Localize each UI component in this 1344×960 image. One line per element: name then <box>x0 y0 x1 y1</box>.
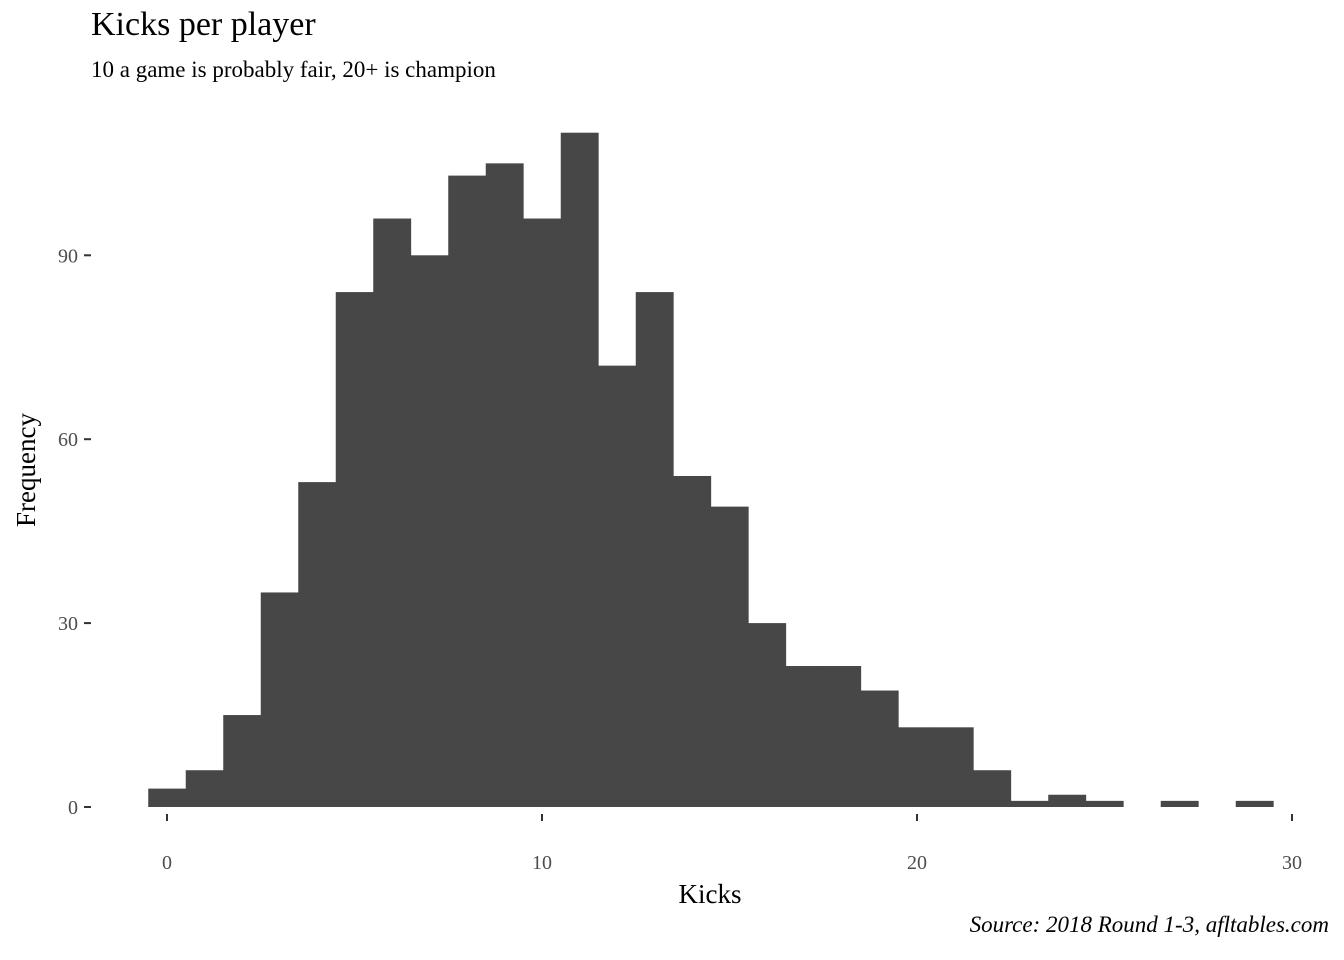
histogram-bar-23 <box>1010 800 1049 807</box>
histogram-bar-18 <box>823 666 862 807</box>
y-tick-label: 0 <box>68 797 78 819</box>
y-tick-label: 60 <box>58 429 78 451</box>
x-tick-label: 0 <box>162 852 172 874</box>
histogram-bar-17 <box>785 666 824 807</box>
histogram-bar-27 <box>1160 800 1199 807</box>
y-axis-title: Frequency <box>11 413 41 527</box>
histogram-bar-13 <box>635 292 674 808</box>
chart-caption: Source: 2018 Round 1-3, afltables.com <box>969 912 1329 937</box>
histogram-bar-7 <box>410 255 449 808</box>
x-tick-label: 30 <box>1282 852 1302 874</box>
histogram-bar-15 <box>710 506 749 807</box>
histogram-bar-3 <box>260 592 299 807</box>
histogram-bars <box>148 132 1274 808</box>
histogram-bar-25 <box>1085 800 1124 807</box>
histogram-bar-16 <box>748 623 787 807</box>
histogram-bar-1 <box>185 770 224 807</box>
y-tick-label: 30 <box>58 613 78 635</box>
x-tick-label: 10 <box>532 852 552 874</box>
histogram-bar-21 <box>935 727 974 807</box>
x-tick-label: 20 <box>907 852 927 874</box>
histogram-bar-9 <box>485 163 524 808</box>
histogram-bar-10 <box>523 218 562 807</box>
histogram-bar-14 <box>673 475 712 807</box>
histogram-bar-5 <box>335 292 374 808</box>
chart-title: Kicks per player <box>91 6 316 43</box>
histogram-bar-6 <box>373 218 412 807</box>
histogram-bar-24 <box>1048 794 1087 807</box>
x-axis: 0 10 20 30 <box>162 814 1302 874</box>
histogram-bar-19 <box>860 690 899 807</box>
chart-subtitle: 10 a game is probably fair, 20+ is champ… <box>91 57 496 82</box>
histogram-bar-20 <box>898 727 937 807</box>
histogram-bar-0 <box>148 788 187 807</box>
histogram-bar-22 <box>973 770 1012 807</box>
x-axis-title: Kicks <box>679 879 742 909</box>
histogram-bar-2 <box>223 715 262 807</box>
histogram-bar-11 <box>560 132 599 807</box>
y-tick-label: 90 <box>58 245 78 267</box>
histogram-bar-12 <box>598 365 637 807</box>
histogram-bar-8 <box>448 175 487 808</box>
histogram-bar-29 <box>1235 800 1274 807</box>
y-axis: 0 30 60 90 <box>58 245 91 819</box>
histogram-bar-4 <box>298 482 337 807</box>
